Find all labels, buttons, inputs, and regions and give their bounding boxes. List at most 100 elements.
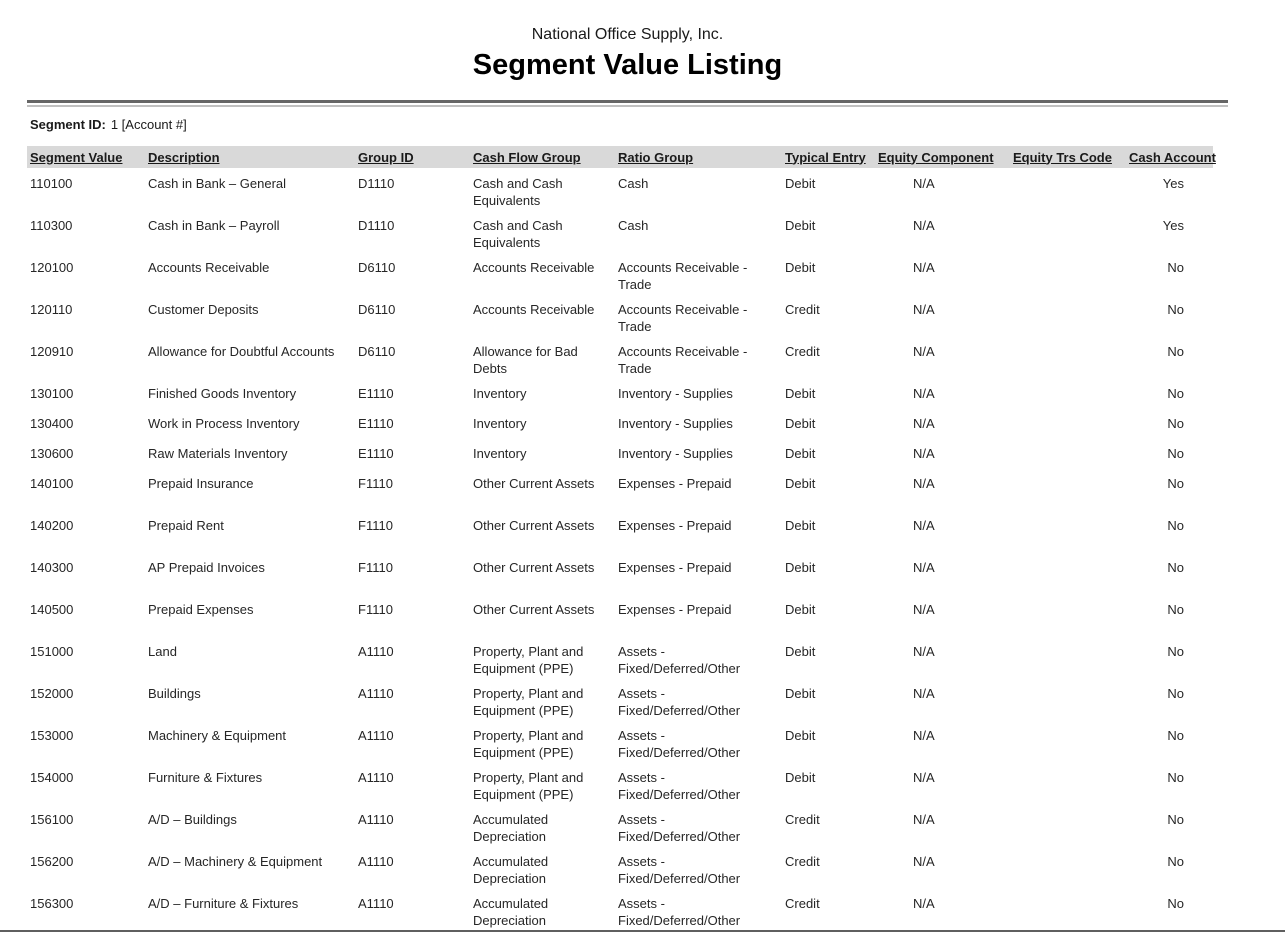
cell-typical-entry: Credit [785, 854, 820, 869]
cell-ratio-group: Expenses - Prepaid [618, 560, 732, 575]
cell-typical-entry: Debit [785, 686, 816, 701]
cell-group-id: D6110 [358, 260, 396, 275]
cell-ratio-group: Cash [618, 176, 649, 191]
cell-cash-account: No [1167, 260, 1184, 275]
cell-cash-flow-group: Cash and Cash Equivalents [473, 218, 563, 250]
column-header-segment-value: Segment Value [30, 149, 123, 165]
cell-ratio-group: Assets - Fixed/Deferred/Other [618, 686, 741, 718]
cell-description: Machinery & Equipment [148, 728, 287, 743]
cell-group-id: F1110 [358, 518, 393, 533]
table-row: 130600 Raw Materials Inventory E1110 Invent… [27, 438, 1213, 468]
table-row: 130400 Work in Process Inventory E1110 Inve… [27, 408, 1213, 438]
column-header-cash-account: Cash Account [1129, 149, 1216, 165]
cell-cash-account: No [1167, 854, 1184, 869]
cell-cash-flow-group: Other Current Assets [473, 476, 595, 491]
cell-segment-value: 140500 [30, 602, 74, 617]
cell-cash-account: No [1167, 344, 1184, 359]
cell-equity-trs-code [1010, 552, 1126, 594]
column-header-description: Description [148, 149, 220, 165]
cell-equity-component: N/A [913, 446, 935, 461]
table-row: 154000 Furniture & Fixtures A1110 Property,… [27, 762, 1213, 804]
cell-segment-value: 152000 [30, 686, 74, 701]
table-row: 140200 Prepaid Rent F1110 Other Current Ass… [27, 510, 1213, 552]
cell-cash-flow-group: Inventory [473, 386, 527, 401]
cell-equity-component: N/A [913, 854, 935, 869]
page-title: Segment Value Listing [472, 49, 783, 81]
cell-ratio-group: Assets - Fixed/Deferred/Other [618, 644, 741, 676]
cell-typical-entry: Debit [785, 386, 816, 401]
segment-id-line: Segment ID: 1 [Account #] [30, 117, 187, 132]
cell-ratio-group: Inventory - Supplies [618, 416, 733, 431]
cell-ratio-group: Assets - Fixed/Deferred/Other [618, 854, 741, 886]
cell-group-id: F1110 [358, 476, 393, 491]
cell-segment-value: 130600 [30, 446, 74, 461]
cell-typical-entry: Debit [785, 176, 816, 191]
cell-equity-component: N/A [913, 302, 935, 317]
segment-values-table: Segment Value Description Group ID Cash Flo… [27, 146, 1216, 930]
cell-segment-value: 120110 [30, 302, 73, 317]
cell-typical-entry: Debit [785, 644, 816, 659]
header-divider [27, 100, 1228, 107]
company-name: National Office Supply, Inc. [531, 26, 724, 43]
column-header-equity-component: Equity Component [878, 149, 994, 165]
cell-equity-component: N/A [913, 260, 935, 275]
column-header-typical-entry: Typical Entry [785, 149, 866, 165]
cell-typical-entry: Debit [785, 476, 816, 491]
cell-ratio-group: Assets - Fixed/Deferred/Other [618, 770, 741, 802]
cell-equity-trs-code [1010, 408, 1126, 438]
table-row: 110300 Cash in Bank – Payroll D1110 Cash an… [27, 210, 1213, 252]
cell-cash-flow-group: Cash and Cash Equivalents [473, 176, 563, 208]
cell-equity-component: N/A [913, 770, 935, 785]
cell-ratio-group: Accounts Receivable - Trade [618, 302, 748, 334]
cell-segment-value: 120910 [30, 344, 74, 359]
cell-cash-flow-group: Accounts Receivable [473, 302, 595, 317]
cell-equity-trs-code [1010, 294, 1126, 336]
cell-cash-account: Yes [1162, 176, 1184, 191]
cell-group-id: E1110 [358, 416, 394, 431]
cell-description: Accounts Receivable [148, 260, 270, 275]
cell-ratio-group: Cash [618, 218, 649, 233]
cell-ratio-group: Accounts Receivable - Trade [618, 344, 748, 376]
cell-equity-component: N/A [913, 602, 935, 617]
cell-group-id: E1110 [358, 386, 394, 401]
cell-description: Cash in Bank – Payroll [148, 218, 280, 233]
cell-cash-account: Yes [1162, 218, 1184, 233]
cell-equity-component: N/A [913, 686, 935, 701]
cell-description: A/D – Machinery & Equipment [148, 854, 323, 869]
cell-typical-entry: Debit [785, 602, 816, 617]
table-row: 152000 Buildings A1110 Property, Plant and … [27, 678, 1213, 720]
cell-ratio-group: Expenses - Prepaid [618, 476, 732, 491]
cell-equity-component: N/A [913, 518, 935, 533]
cell-description: Furniture & Fixtures [148, 770, 263, 785]
cell-cash-account: No [1167, 602, 1184, 617]
cell-equity-component: N/A [913, 560, 935, 575]
cell-ratio-group: Accounts Receivable - Trade [618, 260, 748, 292]
cell-equity-component: N/A [913, 416, 935, 431]
cell-segment-value: 110100 [30, 176, 73, 191]
cell-equity-trs-code [1010, 888, 1126, 930]
cell-equity-trs-code [1010, 252, 1126, 294]
cell-ratio-group: Expenses - Prepaid [618, 518, 732, 533]
cell-segment-value: 156300 [30, 896, 74, 911]
cell-equity-component: N/A [913, 176, 935, 191]
column-header-ratio-group: Ratio Group [618, 149, 694, 165]
cell-equity-trs-code [1010, 762, 1126, 804]
cell-description: Prepaid Expenses [148, 602, 254, 617]
cell-cash-flow-group: Other Current Assets [473, 518, 595, 533]
cell-cash-account: No [1167, 560, 1184, 575]
cell-equity-trs-code [1010, 804, 1126, 846]
cell-group-id: D6110 [358, 302, 396, 317]
cell-description: Work in Process Inventory [148, 416, 300, 431]
cell-group-id: E1110 [358, 446, 394, 461]
cell-cash-account: No [1167, 728, 1184, 743]
cell-group-id: A1110 [358, 686, 394, 701]
cell-description: Finished Goods Inventory [148, 386, 297, 401]
table-header: Segment Value Description Group ID Cash Flo… [27, 146, 1216, 168]
cell-typical-entry: Credit [785, 344, 820, 359]
cell-equity-component: N/A [913, 896, 935, 911]
cell-ratio-group: Assets - Fixed/Deferred/Other [618, 728, 741, 760]
cell-group-id: D1110 [358, 218, 395, 233]
table-row: 153000 Machinery & Equipment A1110 Property… [27, 720, 1213, 762]
cell-equity-trs-code [1010, 720, 1126, 762]
segment-id-label: Segment ID: [30, 117, 106, 132]
